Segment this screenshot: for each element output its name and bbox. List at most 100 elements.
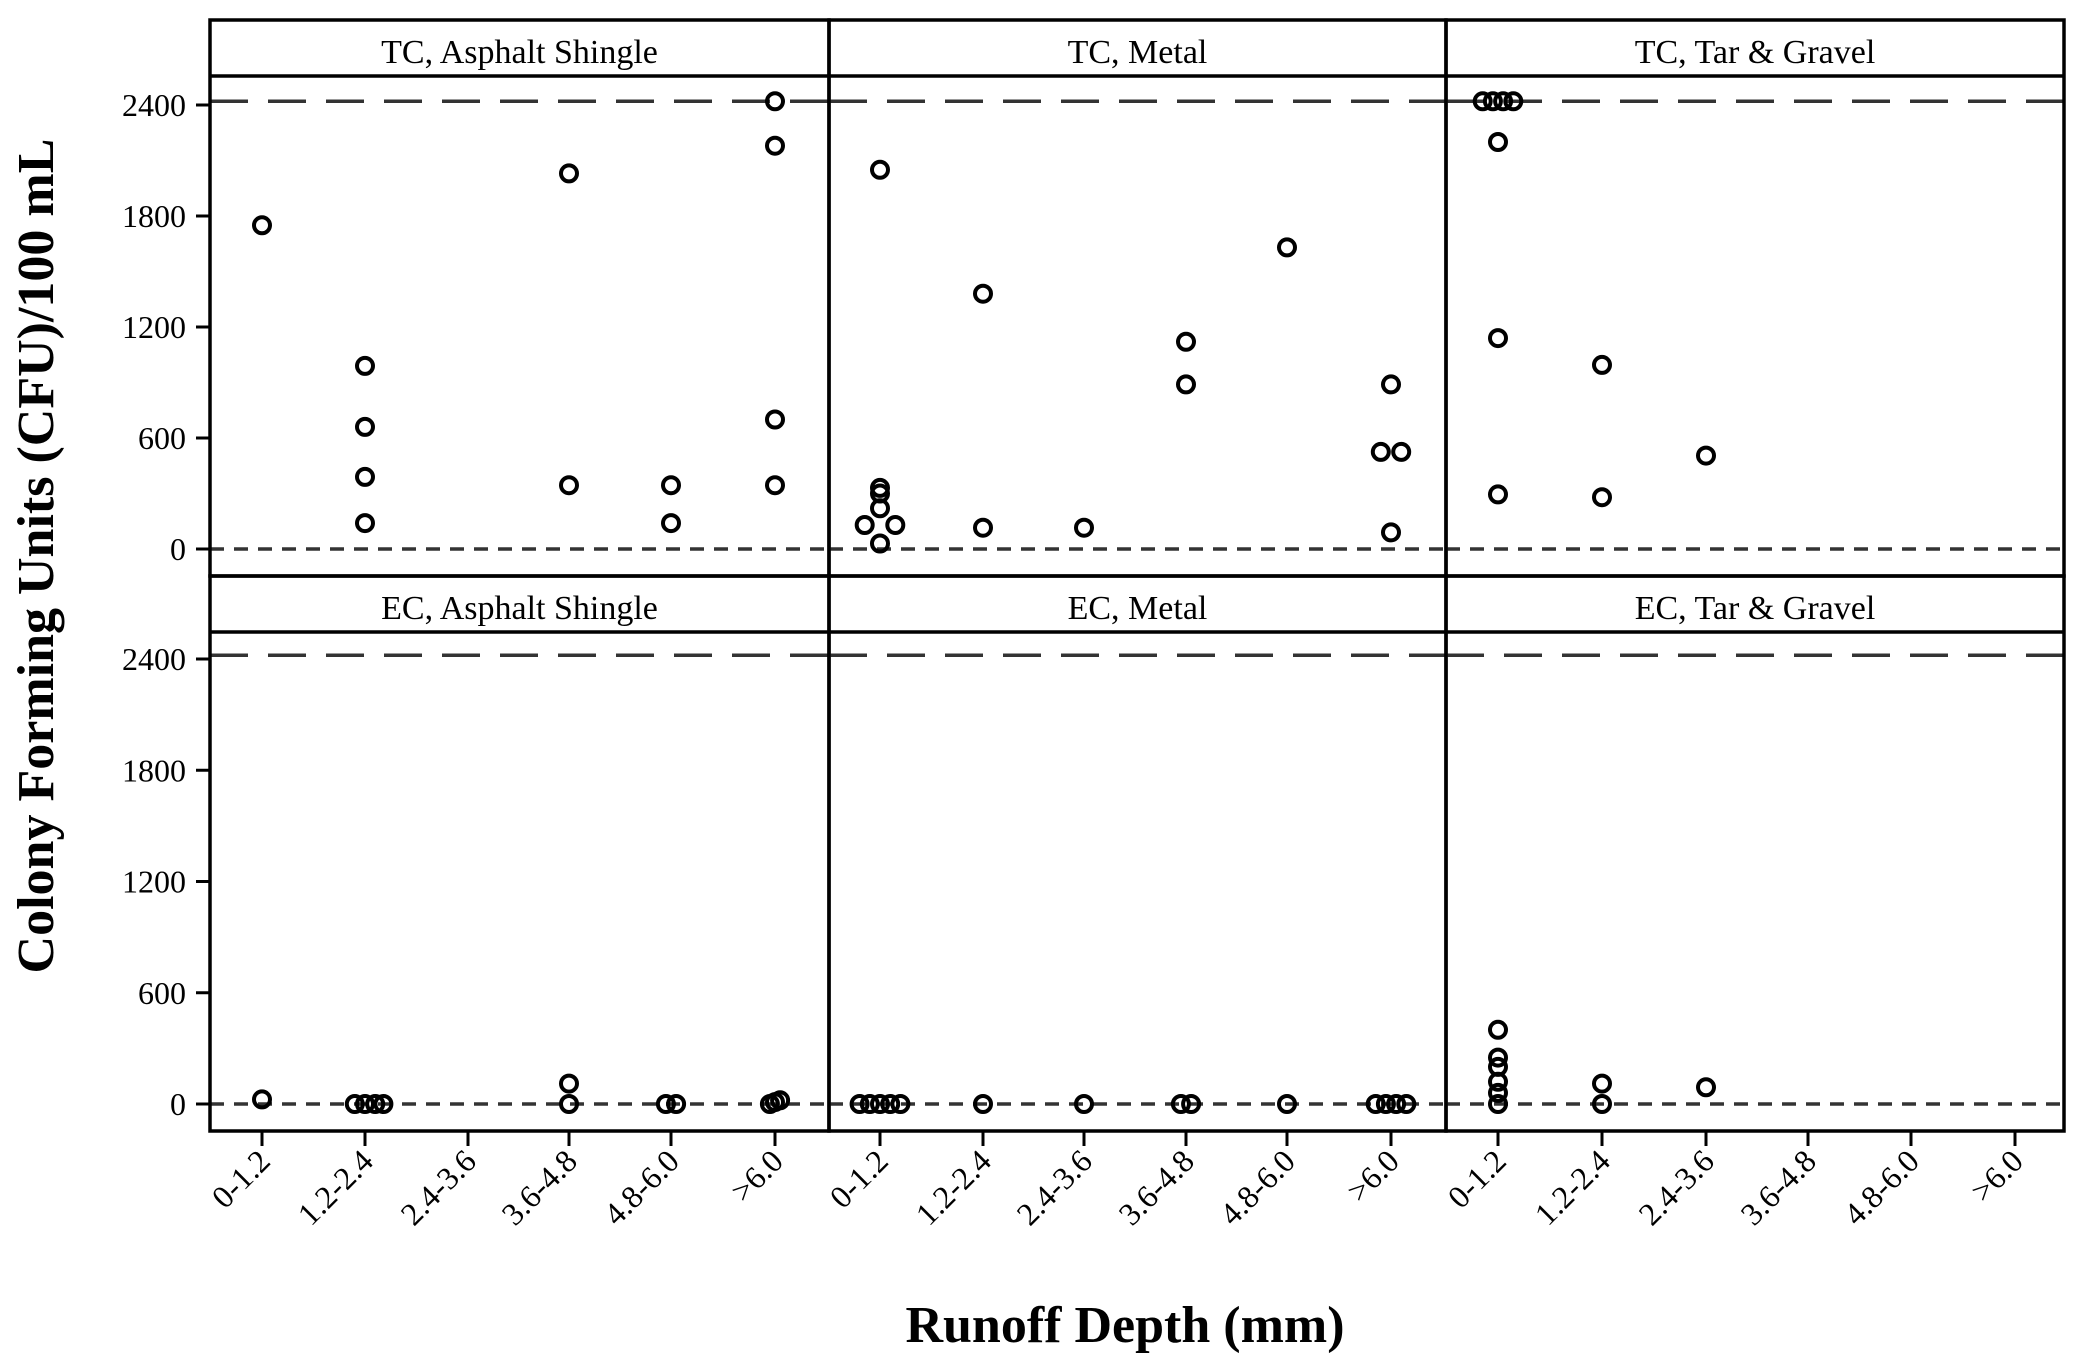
y-tick-label: 1800 (122, 752, 186, 788)
panel-frame (827, 18, 1448, 578)
data-point (559, 1094, 579, 1114)
data-point (661, 475, 681, 496)
data-point (890, 1094, 911, 1114)
data-point (1488, 1019, 1508, 1040)
data-point (1488, 1071, 1508, 1092)
x-tick-label: 4.8-6.0 (596, 1142, 686, 1232)
panel-frame (1444, 18, 2066, 578)
data-point (252, 1089, 272, 1110)
data-point (1503, 91, 1524, 112)
data-point (1592, 1094, 1612, 1114)
x-axis-title: Runoff Depth (mm) (905, 1297, 1344, 1354)
x-tick-label: 0-1.2 (204, 1142, 277, 1215)
data-point (854, 515, 875, 535)
data-point (355, 416, 375, 437)
panel-title: TC, Asphalt Shingle (381, 34, 658, 71)
panels-layer: TC, Asphalt Shingle TC, Metal TC, Tar & Gr… (208, 18, 2066, 1133)
data-point (1488, 484, 1508, 505)
x-tick-label: 1.2-2.4 (1527, 1142, 1617, 1232)
panel-title: TC, Metal (1068, 34, 1208, 71)
data-point (1391, 441, 1412, 462)
data-point (1277, 1094, 1297, 1114)
y-tick-label: 0 (170, 531, 186, 567)
data-point (1074, 1094, 1094, 1114)
panel: TC, Metal (827, 18, 1448, 578)
data-point (355, 513, 375, 534)
y-tick-label: 600 (138, 975, 186, 1011)
data-point (1386, 1094, 1407, 1114)
data-point (1381, 522, 1401, 543)
data-point (859, 1094, 880, 1114)
data-point (870, 498, 890, 519)
x-axis: 0-1.2 1.2-2.4 2.4-3.6 3.6-4.8 4.8-6.0 >6.0 0-1… (204, 1131, 2030, 1232)
data-point (559, 163, 579, 184)
y-tick-label: 600 (138, 420, 186, 456)
panel-frame (827, 574, 1448, 1133)
data-point (559, 475, 579, 496)
data-point (1370, 441, 1391, 462)
x-tick-label: 2.4-3.6 (1009, 1142, 1099, 1232)
data-point (365, 1094, 386, 1114)
data-point (1592, 354, 1612, 375)
x-tick-label: 0-1.2 (822, 1142, 895, 1215)
data-point (655, 1094, 676, 1114)
data-point (355, 355, 375, 376)
data-point (1488, 132, 1508, 152)
data-point (765, 409, 785, 430)
data-point (1488, 1047, 1508, 1068)
panel-frame (208, 18, 831, 578)
panel-frame (1444, 574, 2066, 1133)
y-tick-label: 2400 (122, 641, 186, 677)
data-point (973, 283, 993, 304)
panel: TC, Asphalt Shingle (208, 18, 831, 578)
data-point (559, 1073, 579, 1094)
panel-title: EC, Tar & Gravel (1635, 590, 1876, 627)
panel: EC, Tar & Gravel (1444, 574, 2066, 1133)
x-tick-label: 3.6-4.8 (494, 1142, 584, 1232)
panel-frame (208, 574, 831, 1133)
data-point (1181, 1094, 1202, 1114)
data-point (1170, 1094, 1191, 1114)
panel: TC, Tar & Gravel (1444, 18, 2066, 578)
data-point (1277, 237, 1297, 258)
data-point (1488, 328, 1508, 349)
data-point (1396, 1094, 1417, 1114)
data-point (973, 517, 993, 538)
data-point (765, 91, 785, 112)
data-point (973, 1094, 993, 1114)
data-point (1488, 1094, 1508, 1114)
data-point (355, 1094, 375, 1114)
data-point (666, 1094, 687, 1114)
data-point (1365, 1094, 1386, 1114)
y-tick-label: 1200 (122, 864, 186, 900)
data-point (1375, 1094, 1396, 1114)
data-point (355, 466, 375, 487)
x-tick-label: 2.4-3.6 (1631, 1142, 1721, 1232)
data-point (1074, 517, 1094, 538)
data-point (373, 1094, 394, 1114)
data-point (1482, 91, 1503, 112)
x-tick-label: >6.0 (723, 1142, 790, 1209)
y-axis: 0 600 1200 1800 2400 0 600 1200 1800 2400 (122, 87, 210, 1122)
data-point (1592, 487, 1612, 508)
y-axis-title: Colony Forming Units (CFU)/100 mL (8, 139, 65, 974)
data-point (344, 1094, 365, 1114)
data-point (1592, 1073, 1612, 1094)
data-point (885, 515, 906, 535)
x-tick-label: 1.2-2.4 (290, 1142, 380, 1232)
y-tick-label: 2400 (122, 87, 186, 123)
data-point (1381, 374, 1401, 395)
data-point (661, 513, 681, 534)
data-point (770, 1090, 791, 1111)
x-tick-label: 3.6-4.8 (1111, 1142, 1201, 1232)
y-tick-label: 1200 (122, 309, 186, 345)
data-point (252, 215, 272, 236)
data-point (870, 533, 890, 554)
panel-title: EC, Asphalt Shingle (381, 590, 658, 627)
x-tick-label: 4.8-6.0 (1212, 1142, 1302, 1232)
data-point (1696, 445, 1716, 466)
x-tick-label: 4.8-6.0 (1836, 1142, 1926, 1232)
panel: EC, Metal (827, 574, 1448, 1133)
x-tick-label: 1.2-2.4 (908, 1142, 998, 1232)
